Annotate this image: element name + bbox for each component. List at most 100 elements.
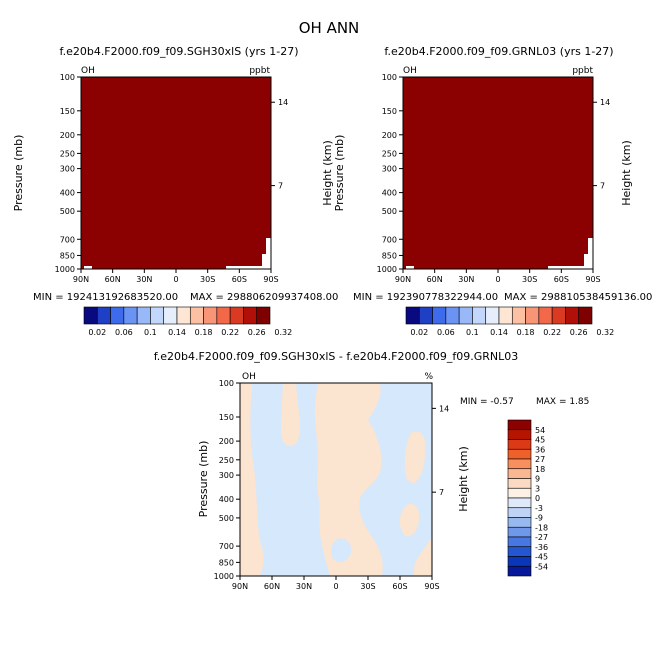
y-axis-label: Pressure (mb) xyxy=(333,135,346,212)
colorbar-swatch xyxy=(110,306,125,325)
y-axis-label: Pressure (mb) xyxy=(197,441,210,518)
colorbar-label: -3 xyxy=(535,504,543,513)
colorbar-swatch xyxy=(243,306,258,325)
colorbar-label: -45 xyxy=(535,553,548,562)
pressure-tick-label: 100 xyxy=(382,73,397,82)
colorbar-swatch xyxy=(507,487,532,499)
colorbar-swatch xyxy=(578,306,593,325)
pressure-tick-label: 850 xyxy=(219,558,234,567)
latitude-tick-label: 0 xyxy=(333,582,338,591)
latitude-tick-label: 60N xyxy=(105,275,121,284)
colorbar-swatch xyxy=(216,306,231,325)
positive-region-right-lower xyxy=(400,503,420,537)
pressure-tick-label: 200 xyxy=(60,131,75,140)
colorbar-swatch xyxy=(256,306,271,325)
colorbar-label: 45 xyxy=(535,436,545,445)
colorbar-swatch xyxy=(96,306,111,325)
pressure-tick-label: 1000 xyxy=(214,572,234,581)
pressure-tick-label: 250 xyxy=(382,149,397,158)
positive-region-mid-left xyxy=(280,383,300,446)
negative-regions xyxy=(330,538,352,562)
colorbar-swatch xyxy=(507,468,532,479)
y2-axis-label: Height (km) xyxy=(457,446,470,512)
pressure-tick-label: 850 xyxy=(60,251,75,260)
colorbar-swatch xyxy=(507,546,532,557)
latitude-ticks: 90N 60N 30N 0 30S 60S 90S xyxy=(395,269,601,284)
latitude-tick-label: 90N xyxy=(73,275,89,284)
colorbar-label: 9 xyxy=(535,475,540,484)
latitude-tick-label: 30N xyxy=(458,275,474,284)
colorbar-label: 3 xyxy=(535,484,540,493)
pressure-tick-label: 150 xyxy=(60,107,75,116)
page-title: OH ANN xyxy=(299,19,360,37)
panel-sgh30xls: f.e20b4.F2000.f09_f09.SGH30xlS (yrs 1-27… xyxy=(12,45,338,337)
max-value: MAX = 298806209937408.00 xyxy=(190,292,338,303)
latitude-tick-label: 90S xyxy=(263,275,278,284)
pressure-tick-label: 700 xyxy=(60,235,75,244)
pressure-tick-label: 150 xyxy=(382,107,397,116)
latitude-tick-label: 60S xyxy=(554,275,569,284)
height-tick-label: 14 xyxy=(278,98,288,107)
height-ticks: 14 7 xyxy=(432,404,449,497)
latitude-tick-label: 60S xyxy=(392,582,407,591)
colorbar-swatch xyxy=(203,306,218,325)
colorbar-swatch xyxy=(189,306,204,325)
latitude-tick-label: 90S xyxy=(424,582,439,591)
colorbar-swatch xyxy=(485,306,500,325)
plot-fill xyxy=(403,77,593,269)
colorbar-swatch xyxy=(472,306,487,325)
units-label: % xyxy=(424,372,433,382)
pressure-tick-label: 200 xyxy=(382,131,397,140)
colorbar-swatch xyxy=(507,526,532,538)
positive-regions xyxy=(240,383,432,576)
pressure-tick-label: 700 xyxy=(382,235,397,244)
y2-axis-label: Height (km) xyxy=(321,140,334,206)
colorbar-swatch xyxy=(229,306,244,325)
colorbar-label: 0.32 xyxy=(274,328,292,337)
latitude-ticks: 90N 60N 30N 0 30S 60S 90S xyxy=(232,576,440,591)
colorbar-swatch xyxy=(551,306,566,325)
min-value: MIN = 192390778322944.00 xyxy=(353,292,498,303)
colorbar-label: 0.02 xyxy=(88,328,106,337)
units-label: ppbt xyxy=(249,66,270,76)
colorbar-swatch xyxy=(445,306,460,325)
positive-region-corner xyxy=(413,536,432,576)
colorbar-swatch xyxy=(163,306,178,325)
colorbar-swatch xyxy=(176,306,191,325)
height-ticks: 14 7 xyxy=(271,98,288,191)
latitude-tick-label: 90S xyxy=(585,275,600,284)
pressure-tick-label: 400 xyxy=(219,495,234,504)
colorbar-swatch xyxy=(150,306,165,325)
pressure-tick-label: 500 xyxy=(219,514,234,523)
height-tick-label: 7 xyxy=(600,182,605,191)
colorbar-swatch xyxy=(507,429,532,440)
colorbar-label: 18 xyxy=(535,465,545,474)
pressure-tick-label: 250 xyxy=(60,149,75,158)
pressure-ticks: 100 150 200 250 300 400 500 700 850 1000 xyxy=(55,73,81,274)
y2-axis-label: Height (km) xyxy=(620,140,633,206)
colorbar-swatch xyxy=(507,556,532,567)
latitude-tick-label: 90N xyxy=(395,275,411,284)
positive-region-center xyxy=(314,383,383,576)
colorbar-swatch xyxy=(405,306,420,325)
latitude-ticks: 90N 60N 30N 0 30S 60S 90S xyxy=(73,269,279,284)
pressure-tick-label: 850 xyxy=(382,251,397,260)
panel-title: f.e20b4.F2000.f09_f09.SGH30xlS (yrs 1-27… xyxy=(60,45,299,58)
field-label: OH xyxy=(81,66,95,76)
colorbar-swatch xyxy=(432,306,447,325)
colorbar-swatch xyxy=(498,306,513,325)
colorbar-label: 0.06 xyxy=(437,328,455,337)
colorbar: 0.02 0.06 0.1 0.14 0.18 0.22 0.26 0.32 xyxy=(83,306,292,337)
pressure-tick-label: 1000 xyxy=(377,265,397,274)
colorbar-label: -18 xyxy=(535,523,548,532)
pressure-tick-label: 1000 xyxy=(55,265,75,274)
colorbar-label: 0.26 xyxy=(248,328,266,337)
colorbar-label: 0.14 xyxy=(490,328,508,337)
colorbar-label: 54 xyxy=(535,426,545,435)
min-value: MIN = 192413192683520.00 xyxy=(33,292,178,303)
height-tick-label: 7 xyxy=(439,488,444,497)
plot-edge-notch xyxy=(84,238,271,269)
pressure-tick-label: 150 xyxy=(219,413,234,422)
